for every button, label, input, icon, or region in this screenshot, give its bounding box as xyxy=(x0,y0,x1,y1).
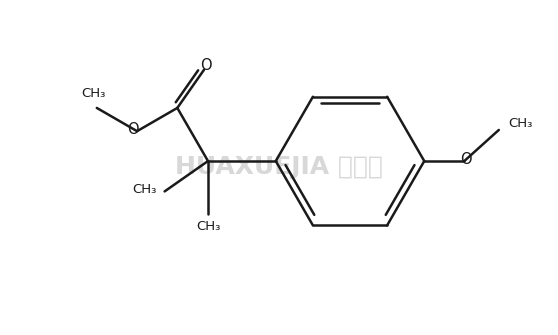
Text: O: O xyxy=(200,59,211,73)
Text: CH₃: CH₃ xyxy=(81,86,106,99)
Text: CH₃: CH₃ xyxy=(196,220,220,233)
Text: CH₃: CH₃ xyxy=(508,117,533,130)
Text: CH₃: CH₃ xyxy=(132,183,157,196)
Text: HUAXUEJIA 化学加: HUAXUEJIA 化学加 xyxy=(175,155,383,180)
Text: O: O xyxy=(460,152,472,167)
Text: O: O xyxy=(127,122,138,137)
